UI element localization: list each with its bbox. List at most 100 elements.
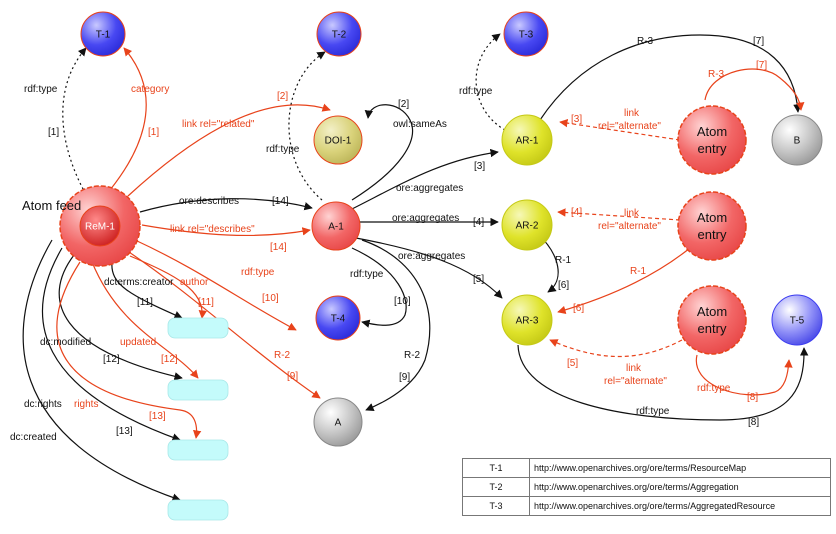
literal-box-modified[interactable]	[167, 379, 229, 401]
edge-a1-ar3-aggregates	[355, 237, 503, 299]
node-rem1[interactable]: ReM-1	[59, 185, 141, 267]
label-rdftype-a1: rdf:type	[266, 144, 300, 155]
literal-box-creator[interactable]	[167, 317, 229, 339]
node-t1-label: T-1	[96, 30, 111, 41]
edge-ar3-t5-rdftype	[517, 344, 809, 421]
node-ar3[interactable]: AR-3	[501, 294, 553, 346]
label-ref-8-red: [8]	[747, 392, 758, 403]
legend-value: http://www.openarchives.org/ore/terms/Re…	[529, 458, 831, 478]
edge-rem1-box3-rights	[41, 247, 181, 442]
atom-entry-3-line2: entry	[698, 321, 727, 336]
label-rdftype-red: rdf:type	[241, 267, 275, 278]
label-ref-12-red: [12]	[161, 354, 178, 365]
legend-row: T-1 http://www.openarchives.org/ore/term…	[462, 458, 831, 478]
label-rdftype-ar3: rdf:type	[636, 406, 670, 417]
label-dc-created: dc:created	[10, 432, 57, 443]
label-category: category	[131, 84, 169, 95]
nodes: T-1 T-2 T-3 DOI-1 A-1 T-4 A	[22, 11, 823, 521]
label-r2-black: R-2	[404, 350, 421, 361]
literal-box-rights[interactable]	[167, 439, 229, 461]
node-doi1-label: DOI-1	[325, 136, 352, 147]
node-b[interactable]: B	[771, 114, 823, 166]
edge-rem1-t1-category	[109, 47, 147, 191]
node-t5[interactable]: T-5	[771, 294, 823, 346]
atom-entry-1[interactable]: Atom entry	[677, 105, 747, 175]
legend-key: T-1	[462, 458, 530, 478]
edge-entry2-ar2-alternate	[557, 208, 681, 221]
edge-a1-t4-rdftype	[351, 247, 407, 328]
node-a[interactable]: A	[313, 397, 363, 447]
label-ref-11-red: [11]	[198, 297, 214, 308]
label-ref-9-red: [9]	[287, 371, 298, 382]
label-link-3b: rel="alternate"	[604, 376, 667, 387]
label-link-describes: link rel="describes"	[170, 224, 255, 235]
label-rdftype-t4: rdf:type	[350, 269, 384, 280]
node-rem1-label: ReM-1	[85, 222, 115, 233]
edge-a1-doi1-sameas	[351, 104, 414, 201]
node-b-label: B	[794, 136, 801, 147]
edge-rem1-box4-created	[22, 239, 181, 502]
node-t1[interactable]: T-1	[80, 11, 126, 57]
label-ref-4-black: [4]	[473, 217, 484, 228]
edge-rem1-a1-linkdescribes	[141, 224, 311, 237]
label-ref-2-black: [2]	[398, 99, 409, 110]
edge-entry1-ar1-alternate	[559, 118, 681, 141]
edge-entry3-t5-rdftype	[695, 354, 793, 396]
legend-value: http://www.openarchives.org/ore/terms/Ag…	[529, 477, 831, 497]
label-ref-7-red: [7]	[756, 60, 767, 71]
namespace-legend-table: T-1 http://www.openarchives.org/ore/term…	[462, 458, 831, 516]
atom-feed-label: Atom feed	[22, 198, 81, 213]
node-doi1[interactable]: DOI-1	[313, 115, 363, 165]
node-ar1[interactable]: AR-1	[501, 114, 553, 166]
node-t2-label: T-2	[332, 30, 347, 41]
node-t2[interactable]: T-2	[316, 11, 362, 57]
atom-entry-3[interactable]: Atom entry	[677, 285, 747, 355]
label-dc-rights: dc:rights	[24, 399, 62, 410]
label-owl-sameas: owl:sameAs	[393, 119, 447, 130]
label-ref-3-red: [3]	[571, 114, 582, 125]
label-ref-9-black: [9]	[399, 372, 410, 383]
label-updated: updated	[120, 337, 156, 348]
node-t5-label: T-5	[790, 316, 805, 327]
label-ref-13-black: [13]	[116, 426, 133, 437]
label-r3-black: R-3	[637, 36, 654, 47]
edge-rem1-box2-updated	[91, 261, 199, 379]
edge-rem1-box1-creator	[111, 261, 183, 319]
label-r1-red: R-1	[630, 266, 647, 277]
label-ore-describes: ore:describes	[179, 196, 239, 207]
node-a-label: A	[335, 418, 342, 429]
label-dc-modified: dc:modified	[40, 337, 91, 348]
label-ref-5-black: [5]	[473, 274, 484, 285]
node-t4[interactable]: T-4	[315, 295, 361, 341]
label-ref-1-black: [1]	[48, 127, 59, 138]
edge-entry3-ar3-alternate	[549, 339, 683, 358]
node-ar2[interactable]: AR-2	[501, 199, 553, 251]
edge-rem1-box3-rightsred	[56, 261, 202, 439]
label-rdftype-entry3: rdf:type	[697, 383, 731, 394]
label-author: author	[180, 277, 209, 288]
label-ref-11-black: [11]	[137, 297, 153, 308]
atom-entry-1-line1: Atom	[697, 124, 727, 139]
node-t3[interactable]: T-3	[503, 11, 549, 57]
node-ar3-label: AR-3	[516, 316, 539, 327]
label-ref-4-red: [4]	[571, 207, 582, 218]
edge-rem1-box1-author	[129, 255, 207, 319]
label-dcterms-creator: dcterms:creator	[104, 277, 174, 288]
label-ref-10-black: [10]	[394, 296, 411, 307]
node-a1[interactable]: A-1	[311, 201, 361, 251]
label-r3-red: R-3	[708, 69, 725, 80]
edge-rem1-t1-rdftype	[62, 47, 89, 199]
label-rdftype-rem1: rdf:type	[24, 84, 58, 95]
label-ref-12-black: [12]	[103, 354, 120, 365]
edge-entry1-b-r3	[704, 68, 805, 111]
atom-entry-2-line2: entry	[698, 227, 727, 242]
label-ref-13-red: [13]	[149, 411, 166, 422]
label-r1-black: R-1	[555, 255, 572, 266]
literal-box-created[interactable]	[167, 499, 229, 521]
legend-row: T-3 http://www.openarchives.org/ore/term…	[462, 496, 831, 516]
label-link-1b: rel="alternate"	[598, 121, 661, 132]
atom-entry-2[interactable]: Atom entry	[677, 191, 747, 261]
label-ref-7-black: [7]	[753, 36, 764, 47]
label-link-related: link rel="related"	[182, 119, 255, 130]
label-aggregates-1: ore:aggregates	[396, 183, 463, 194]
